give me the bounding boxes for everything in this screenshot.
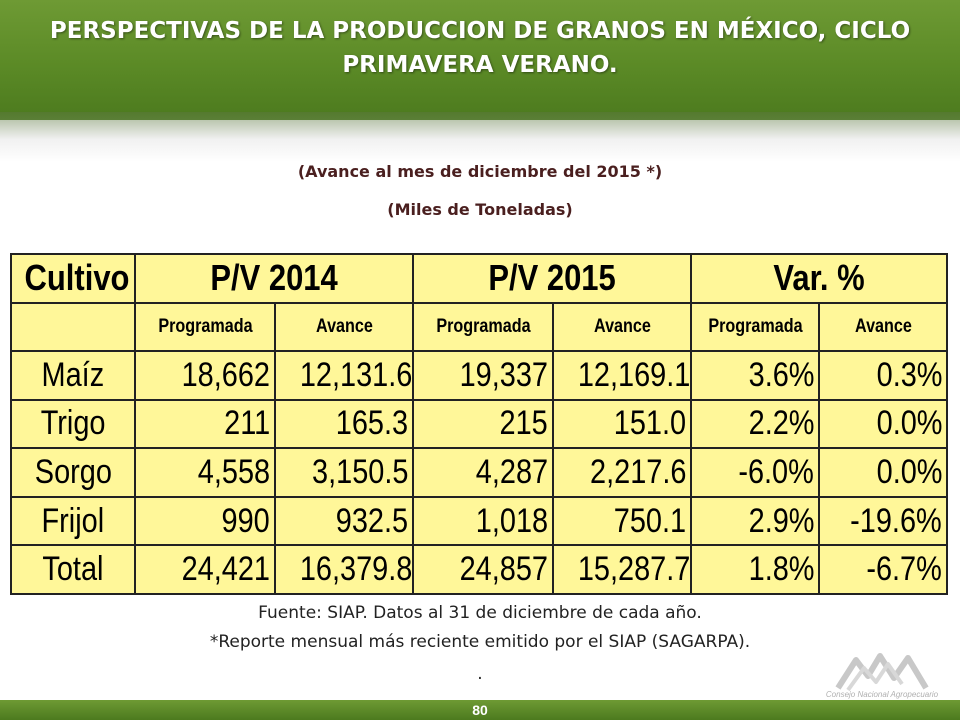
cell: 0.0% [818,398,948,450]
cell: 15,287.7 [552,544,692,595]
cell: 4,287 [412,447,554,498]
cell: 0.3% [818,350,948,401]
source-note: Fuente: SIAP. Datos al 31 de diciembre d… [258,603,702,623]
cell: 16,379.8 [274,544,414,595]
cell: 750.1 [552,495,692,547]
cell: 3.6% [690,350,820,401]
cell: 2.9% [690,495,820,547]
table-header-row: Cultivo P/V 2014 P/V 2015 Var. % [10,253,948,304]
crop-name: Sorgo [10,447,136,498]
subheader-empty [10,301,136,353]
cell: 24,421 [134,544,276,595]
production-table: Cultivo P/V 2014 P/V 2015 Var. % Program… [10,253,948,595]
subheader-avance: Avance [552,301,692,353]
cell: 24,857 [412,544,554,595]
cell: 3,150.5 [274,447,414,498]
cell: 19,337 [412,350,554,401]
cell: 2,217.6 [552,447,692,498]
crop-name: Total [10,544,136,595]
table-row: Frijol 990 932.5 1,018 750.1 2.9% -19.6% [10,495,948,547]
subheader-programada: Programada [690,301,820,353]
crop-name: Frijol [10,495,136,547]
cell: 2.2% [690,398,820,450]
cell: -6.7% [818,544,948,595]
cell: 211 [134,398,276,450]
table-row: Trigo 211 165.3 215 151.0 2.2% 0.0% [10,398,948,450]
banner-shadow [0,112,960,162]
page-title: PERSPECTIVAS DE LA PRODUCCION DE GRANOS … [49,18,911,78]
table-row-total: Total 24,421 16,379.8 24,857 15,287.7 1.… [10,544,948,595]
cell: 4,558 [134,447,276,498]
header-pv-2014: P/V 2014 [134,253,414,304]
crop-name: Maíz [10,350,136,401]
cell: 18,662 [134,350,276,401]
cell: 990 [134,495,276,547]
logo-caption: Consejo Nacional Agropecuario [825,690,939,699]
crop-name: Trigo [10,398,136,450]
cell: 932.5 [274,495,414,547]
header-cultivo: Cultivo [10,253,136,304]
cell: 1.8% [690,544,820,595]
cell: -19.6% [818,495,948,547]
cna-logo-icon [835,653,929,692]
header-pv-2015: P/V 2015 [412,253,692,304]
cell: 12,131.6 [274,350,414,401]
subheader-programada: Programada [412,301,554,353]
cell: -6.0% [690,447,820,498]
cell: 0.0% [818,447,948,498]
footer-dot: . [477,664,483,684]
cell: 151.0 [552,398,692,450]
report-note: *Reporte mensual más reciente emitido po… [209,632,751,652]
subheader-programada: Programada [134,301,276,353]
cell: 1,018 [412,495,554,547]
page-number: 80 [0,700,960,720]
subheader-avance: Avance [274,301,414,353]
subheader-avance: Avance [818,301,948,353]
cell: 165.3 [274,398,414,450]
cell: 215 [412,398,554,450]
table-row: Sorgo 4,558 3,150.5 4,287 2,217.6 -6.0% … [10,447,948,498]
table-subheader-row: Programada Avance Programada Avance Prog… [10,301,948,353]
title-banner [0,0,960,120]
table-row: Maíz 18,662 12,131.6 19,337 12,169.1 3.6… [10,350,948,401]
subtitle-units: (Miles de Toneladas) [387,200,573,219]
cell: 12,169.1 [552,350,692,401]
header-var-pct: Var. % [690,253,948,304]
subtitle-period: (Avance al mes de diciembre del 2015 *) [297,162,663,181]
